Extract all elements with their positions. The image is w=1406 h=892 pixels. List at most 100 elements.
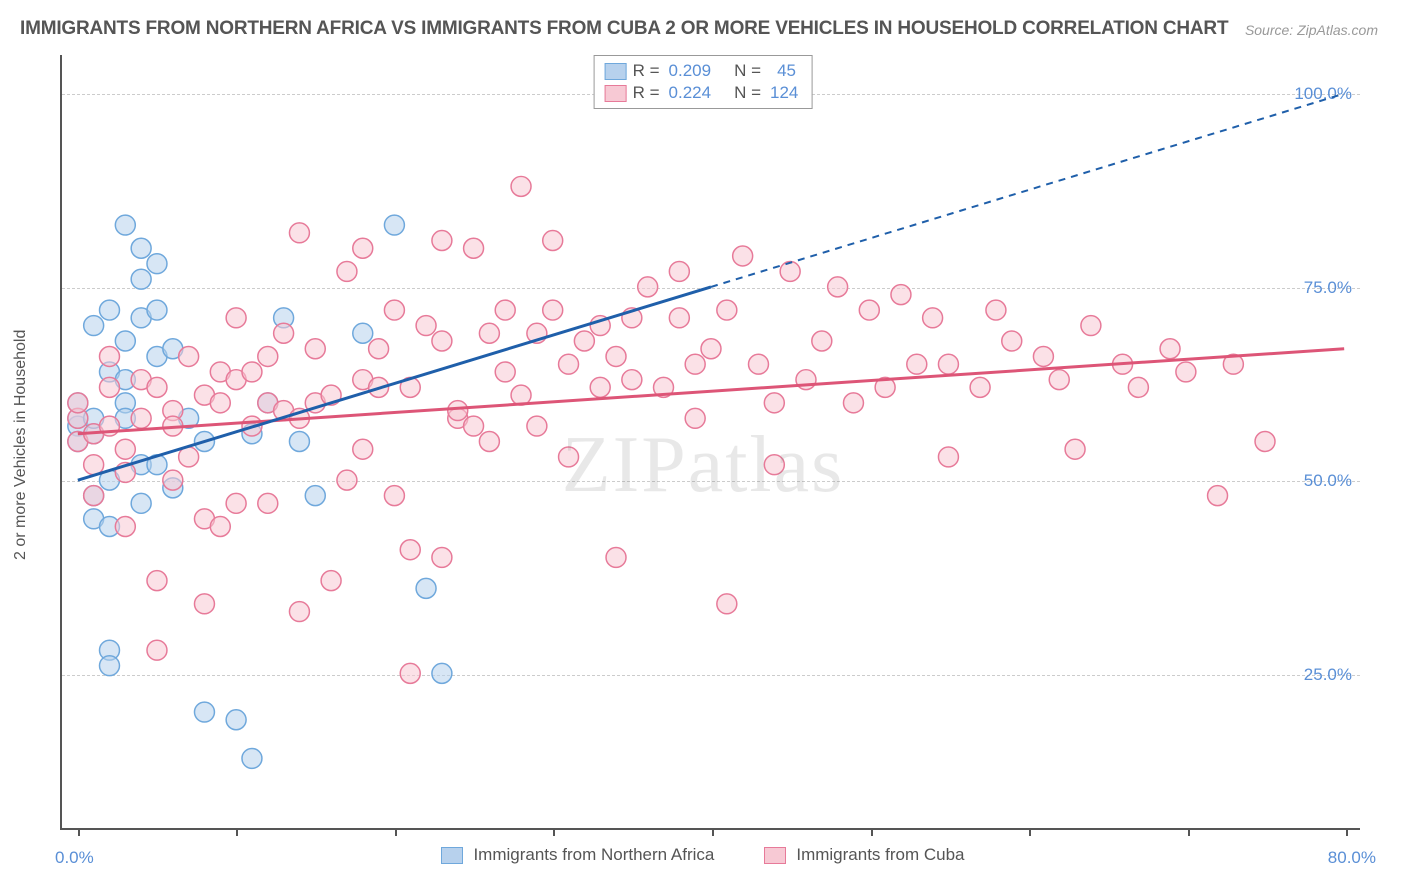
scatter-point [938,354,958,374]
scatter-point [258,346,278,366]
scatter-point [448,401,468,421]
scatter-point [147,300,167,320]
scatter-point [210,393,230,413]
legend-r-label-a: R = [633,61,660,81]
scatter-point [559,447,579,467]
scatter-point [100,377,120,397]
scatter-point [274,323,294,343]
scatter-point [685,354,705,374]
scatter-point [986,300,1006,320]
x-tick [712,828,714,836]
scatter-point [258,493,278,513]
scatter-point [305,486,325,506]
scatter-point [100,656,120,676]
scatter-point [717,594,737,614]
source-attribution: Source: ZipAtlas.com [1245,22,1378,38]
scatter-point [464,238,484,258]
scatter-point [353,439,373,459]
scatter-point [859,300,879,320]
scatter-point [289,602,309,622]
scatter-point [543,231,563,251]
scatter-point [717,300,737,320]
scatter-point [1176,362,1196,382]
scatter-point [84,316,104,336]
scatter-point [669,261,689,281]
scatter-point [147,640,167,660]
scatter-point [749,354,769,374]
legend-series-labels: Immigrants from Northern Africa Immigran… [0,845,1406,865]
scatter-point [432,547,452,567]
scatter-point [938,447,958,467]
scatter-point [337,470,357,490]
scatter-point [147,254,167,274]
scatter-point [115,439,135,459]
scatter-point [194,702,214,722]
scatter-point [622,370,642,390]
scatter-point [733,246,753,266]
scatter-point [527,416,547,436]
scatter-point [384,215,404,235]
scatter-point [115,331,135,351]
chart-title: IMMIGRANTS FROM NORTHERN AFRICA VS IMMIG… [20,18,1228,40]
scatter-point [828,277,848,297]
x-tick [553,828,555,836]
scatter-point [337,261,357,281]
scatter-point [210,517,230,537]
scatter-point [84,486,104,506]
scatter-point [1065,439,1085,459]
scatter-point [606,547,626,567]
x-tick [236,828,238,836]
scatter-point [369,339,389,359]
legend-correlation-box: R = 0.209 N = 45 R = 0.224 N = 124 [594,55,813,109]
legend-r-label-b: R = [633,83,660,103]
scatter-point [1255,432,1275,452]
legend-row-series-a: R = 0.209 N = 45 [605,60,802,82]
x-tick [871,828,873,836]
scatter-point [432,231,452,251]
x-axis-max-label: 80.0% [1328,848,1376,868]
scatter-point [843,393,863,413]
scatter-point [764,455,784,475]
legend-swatch-a [605,63,627,80]
legend-item-b: Immigrants from Cuba [764,845,964,865]
scatter-point [432,663,452,683]
scatter-point [464,416,484,436]
scatter-point [1208,486,1228,506]
scatter-point [923,308,943,328]
scatter-point [384,486,404,506]
legend-bottom-label-a: Immigrants from Northern Africa [473,845,714,865]
legend-bottom-swatch-a [441,847,463,864]
legend-bottom-label-b: Immigrants from Cuba [796,845,964,865]
chart-plot-area: 25.0%50.0%75.0%100.0% [60,55,1360,830]
scatter-point [780,261,800,281]
scatter-point [590,377,610,397]
scatter-point [163,470,183,490]
scatter-point [384,300,404,320]
scatter-point [115,215,135,235]
scatter-point [147,571,167,591]
scatter-point [131,408,151,428]
scatter-point [131,269,151,289]
scatter-point [416,316,436,336]
legend-n-label-a: N = [734,61,761,81]
legend-r-value-b: 0.224 [666,83,715,103]
scatter-point [559,354,579,374]
scatter-point [131,238,151,258]
scatter-svg [62,55,1360,828]
scatter-point [1128,377,1148,397]
x-axis-min-label: 0.0% [55,848,94,868]
x-tick [395,828,397,836]
legend-row-series-b: R = 0.224 N = 124 [605,82,802,104]
scatter-point [685,408,705,428]
legend-item-a: Immigrants from Northern Africa [441,845,714,865]
scatter-point [432,331,452,351]
scatter-point [907,354,927,374]
scatter-point [353,238,373,258]
scatter-point [669,308,689,328]
scatter-point [68,393,88,413]
x-tick [1188,828,1190,836]
scatter-point [194,594,214,614]
scatter-point [1160,339,1180,359]
scatter-point [226,710,246,730]
scatter-point [495,300,515,320]
